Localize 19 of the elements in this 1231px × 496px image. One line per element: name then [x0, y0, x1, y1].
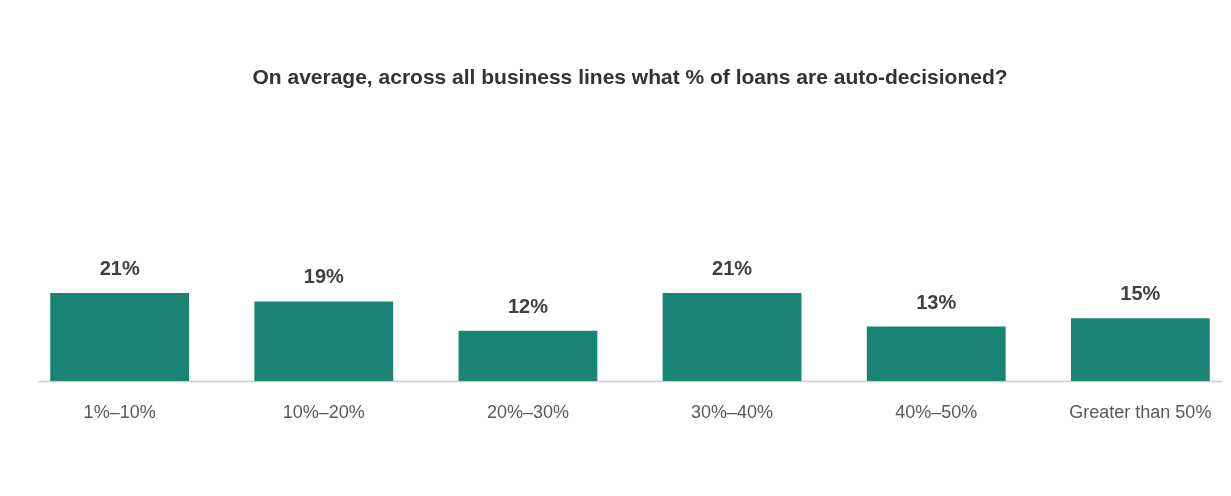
x-tick-label: Greater than 50% — [1069, 401, 1212, 422]
x-tick-label: 30%–40% — [691, 401, 774, 422]
data-label: 15% — [1120, 282, 1161, 305]
bar — [254, 301, 394, 381]
x-tick-label: 20%–30% — [486, 401, 569, 422]
data-label: 21% — [99, 257, 140, 279]
data-label: 12% — [507, 294, 549, 317]
x-tick-label: 10%–20% — [282, 401, 365, 422]
bar — [662, 293, 802, 381]
x-tick-label: 1%–10% — [83, 401, 156, 422]
chart-title: On average, across all business lines what % of loans are auto-decisioned? — [252, 65, 1008, 88]
x-tick-label: 40%–50% — [895, 401, 978, 422]
bar — [458, 330, 598, 381]
bar — [50, 293, 190, 381]
data-label: 21% — [712, 257, 753, 279]
bar — [866, 326, 1006, 381]
data-label: 13% — [916, 290, 957, 313]
bar — [1070, 318, 1210, 381]
data-label: 19% — [303, 265, 345, 288]
